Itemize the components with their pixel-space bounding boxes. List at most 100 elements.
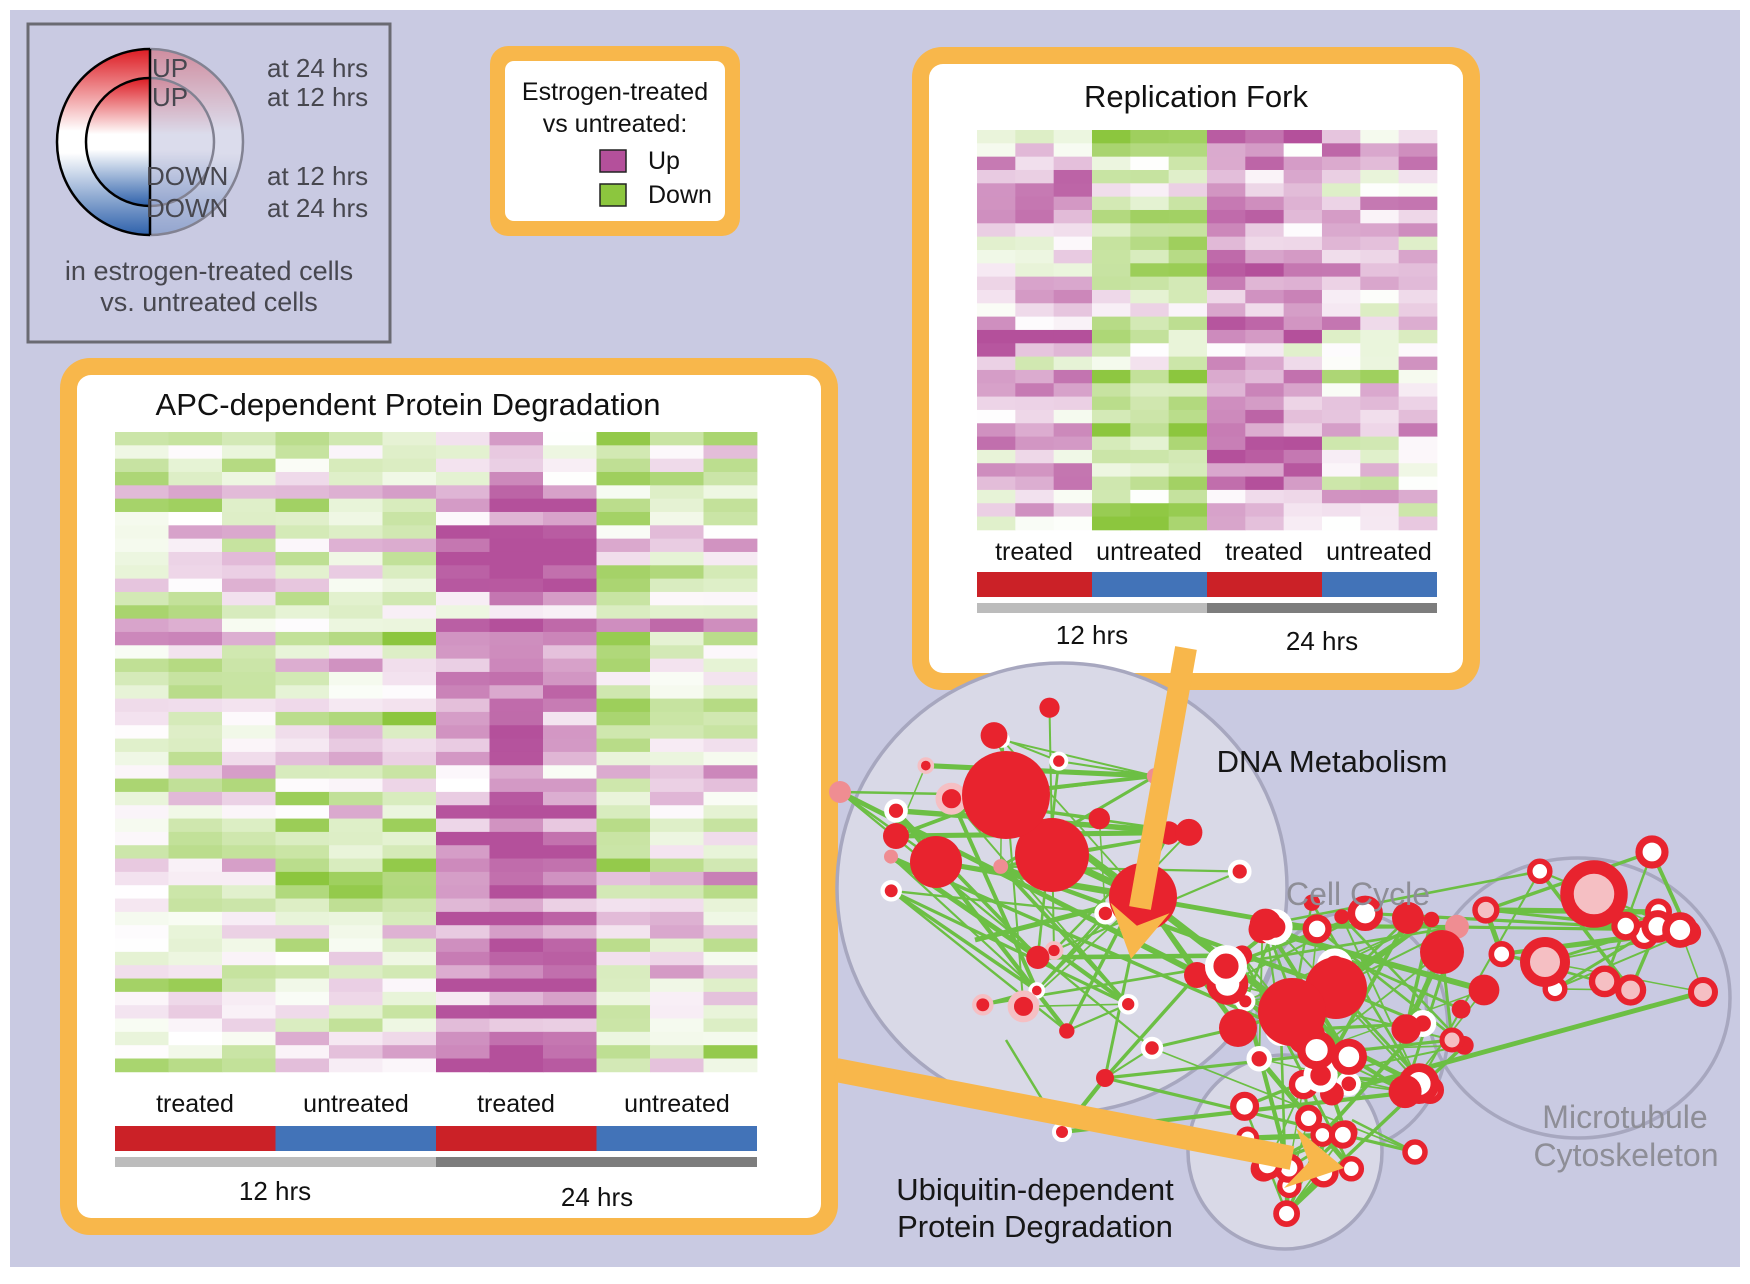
heatmap-cell (704, 845, 758, 859)
heatmap-cell (977, 370, 1016, 384)
heatmap-cell (650, 819, 704, 833)
heatmap-cell (543, 659, 597, 673)
heatmap-cell (650, 965, 704, 979)
heatmap-cell (276, 992, 330, 1006)
heatmap-cell (543, 445, 597, 459)
heatmap-cell (650, 779, 704, 793)
heatmap-cell (650, 845, 704, 859)
heatmap-cell (1015, 343, 1054, 357)
heatmap-cell (1169, 490, 1208, 504)
heatmap-cell (1054, 303, 1093, 317)
heatmap-cell (490, 499, 544, 513)
heatmap-cell (1054, 330, 1093, 344)
heatmap-cell (543, 712, 597, 726)
network-node (1039, 698, 1059, 718)
heatmap-cell (490, 552, 544, 566)
heatmap-cell (1360, 357, 1399, 371)
heatmap-cell (276, 779, 330, 793)
heatmap-cell (276, 952, 330, 966)
heatmap-cell (1169, 357, 1208, 371)
heatmap-cell (1015, 450, 1054, 464)
heatmap-cell (650, 499, 704, 513)
heatmap-cell (436, 739, 490, 753)
heatmap-cell (1054, 450, 1093, 464)
heatmap-cell (169, 592, 223, 606)
heatmap-cell (490, 845, 544, 859)
heatmap-cell (383, 925, 437, 939)
heatmap-cell (1245, 223, 1284, 237)
heatmap-cell (650, 992, 704, 1006)
heatmap-cell (977, 277, 1016, 291)
heatmap-cell (276, 925, 330, 939)
heatmap-cell (329, 619, 383, 633)
heatmap-cell (383, 619, 437, 633)
heatmap-cell (490, 965, 544, 979)
heatmap-cell (1207, 397, 1246, 411)
network-node (1442, 1030, 1462, 1050)
heatmap-cell (704, 539, 758, 553)
heatmap-cell (597, 885, 651, 899)
heatmap-cell (1360, 437, 1399, 451)
heatmap-cell (383, 539, 437, 553)
heatmap-cell (1092, 303, 1131, 317)
heatmap-cell (329, 659, 383, 673)
heatmap-cell (276, 1045, 330, 1059)
heatmap-cell (436, 1032, 490, 1046)
heatmap-cell (169, 552, 223, 566)
heatmap-cell (1360, 183, 1399, 197)
heatmap-cell (115, 819, 169, 833)
down-swatch (600, 184, 626, 206)
heatmap-cell (222, 819, 276, 833)
heatmap-cell (1207, 477, 1246, 491)
heatmap-cell (329, 499, 383, 513)
heatmap-cell (115, 952, 169, 966)
heatmap-cell (650, 925, 704, 939)
repfork-bar-treated-12 (977, 572, 1092, 597)
heatmap-cell (329, 472, 383, 486)
heatmap-cell (704, 1059, 758, 1073)
heatmap-cell (543, 605, 597, 619)
heatmap-cell (597, 539, 651, 553)
heatmap-cell (543, 539, 597, 553)
heatmap-cell (329, 1005, 383, 1019)
heatmap-cell (1399, 383, 1438, 397)
heatmap-cell (1130, 423, 1169, 437)
heatmap-cell (650, 712, 704, 726)
heatmap-cell (1015, 423, 1054, 437)
heatmap-cell (222, 739, 276, 753)
heatmap-cell (222, 619, 276, 633)
heatmap-cell (383, 752, 437, 766)
legend-dir-down24: DOWN (146, 193, 228, 223)
heatmap-cell (1054, 490, 1093, 504)
heatmap-cell (1169, 290, 1208, 304)
heatmap-cell (115, 632, 169, 646)
heatmap-cell (1207, 490, 1246, 504)
heatmap-cell (1399, 303, 1438, 317)
heatmap-cell (222, 1032, 276, 1046)
heatmap-cell (383, 845, 437, 859)
heatmap-cell (1399, 170, 1438, 184)
heatmap-cell (650, 952, 704, 966)
heatmap-cell (383, 592, 437, 606)
heatmap-cell (383, 1032, 437, 1046)
heatmap-cell (597, 699, 651, 713)
heatmap-cell (704, 912, 758, 926)
heatmap-cell (1169, 383, 1208, 397)
heatmap-cell (650, 979, 704, 993)
heatmap-cell (115, 445, 169, 459)
heatmap-cell (169, 525, 223, 539)
heatmap-cell (597, 632, 651, 646)
heatmap-cell (490, 485, 544, 499)
heatmap-cell (1399, 343, 1438, 357)
heatmap-cell (1245, 170, 1284, 184)
heatmap-cell (704, 499, 758, 513)
heatmap-cell (1169, 330, 1208, 344)
heatmap-cell (115, 499, 169, 513)
network-node (884, 850, 898, 864)
heatmap-cell (436, 485, 490, 499)
heatmap-cell (276, 1019, 330, 1033)
heatmap-cell (1169, 130, 1208, 144)
heatmap-cell (1130, 130, 1169, 144)
heatmap-cell (597, 605, 651, 619)
heatmap-cell (329, 592, 383, 606)
